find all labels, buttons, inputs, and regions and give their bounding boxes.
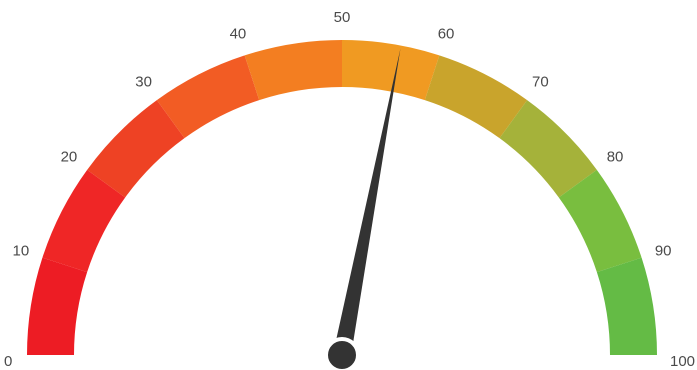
gauge-band-2	[87, 100, 185, 198]
gauge-hub	[324, 337, 360, 370]
gauge-tick-labels: 0 10 20 30 40 50 60 70 80 90 100	[4, 9, 695, 370]
gauge-band-7	[499, 100, 597, 198]
gauge-band-9	[596, 257, 657, 355]
gauge-band-4	[244, 40, 342, 101]
gauge-bands	[27, 40, 657, 355]
gauge-band-5	[342, 40, 440, 101]
tick-label-70: 70	[532, 74, 549, 91]
gauge-band-0	[27, 257, 88, 355]
gauge-needle	[333, 48, 401, 357]
tick-label-20: 20	[61, 148, 78, 165]
tick-label-80: 80	[607, 148, 624, 165]
tick-label-40: 40	[230, 26, 247, 43]
gauge-band-8	[558, 169, 642, 273]
tick-label-30: 30	[135, 74, 152, 91]
tick-label-90: 90	[655, 243, 672, 260]
tick-label-0: 0	[4, 353, 12, 370]
gauge-band-3	[156, 55, 260, 139]
tick-label-100: 100	[670, 353, 695, 370]
tick-label-60: 60	[438, 26, 455, 43]
gauge-needle-group	[324, 48, 401, 370]
tick-label-50: 50	[334, 9, 351, 26]
tick-label-10: 10	[13, 243, 30, 260]
gauge-band-1	[42, 169, 126, 273]
gauge-band-6	[424, 55, 528, 139]
